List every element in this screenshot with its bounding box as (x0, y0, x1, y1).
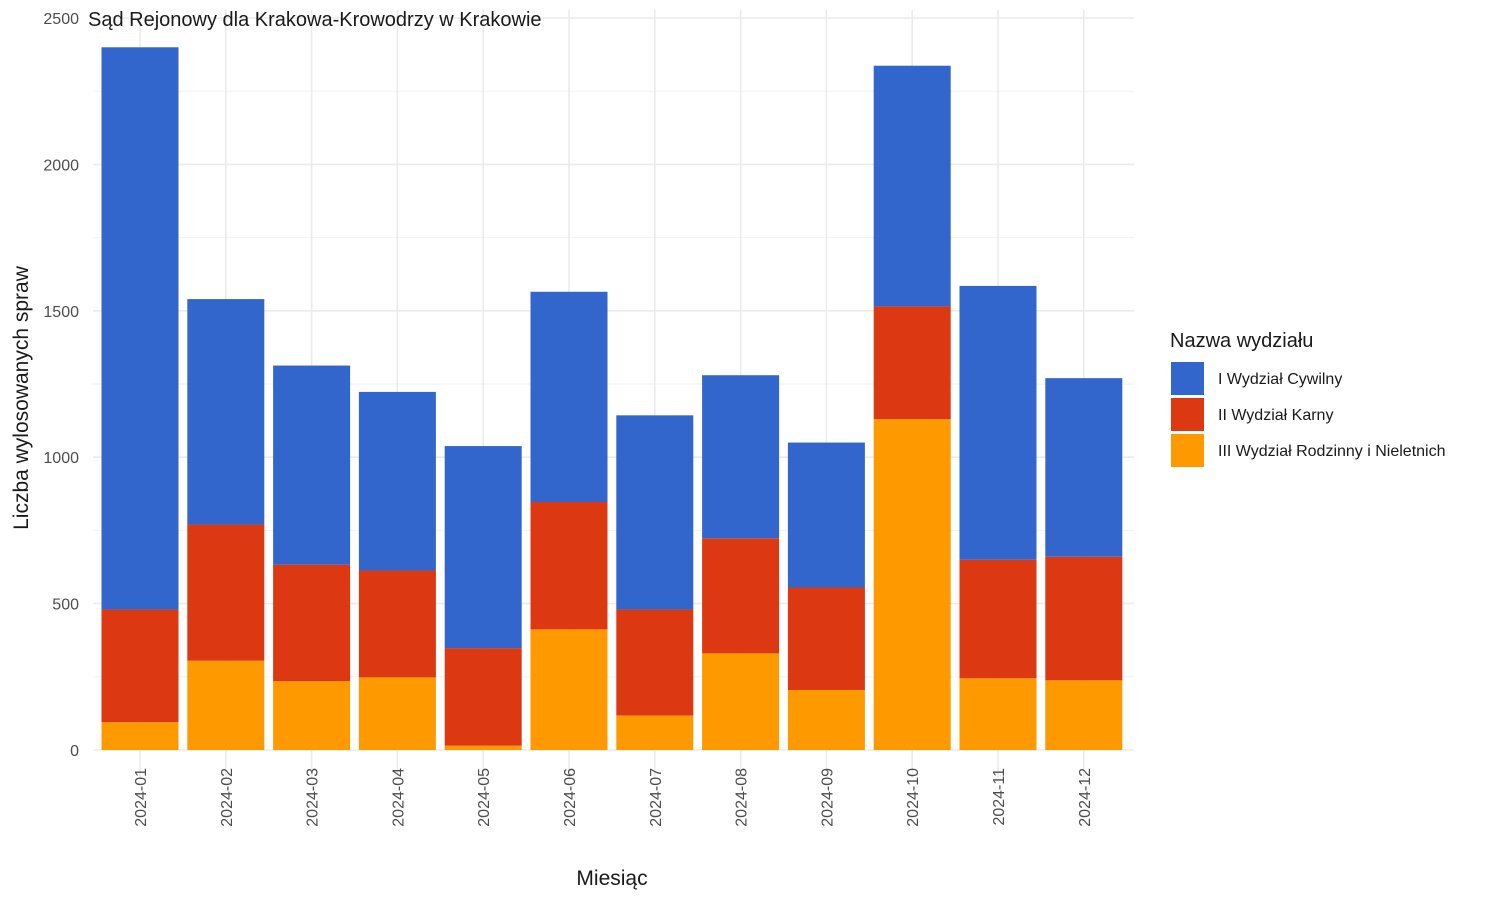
x-tick-label: 2024-09 (819, 768, 836, 827)
bar-segment (1045, 556, 1123, 681)
legend-label: II Wydział Karny (1218, 407, 1333, 424)
y-tick-label: 1500 (43, 304, 79, 321)
bar-segment (101, 722, 179, 750)
bar-segment (959, 285, 1037, 560)
bar-segment (187, 299, 265, 525)
bar-segment (530, 501, 608, 630)
y-tick-label: 0 (70, 743, 79, 760)
bar-segment (530, 291, 608, 502)
bar-segment (187, 660, 265, 750)
bar-segment (358, 391, 436, 571)
x-tick-label: 2024-10 (905, 768, 922, 827)
bar-segment (358, 570, 436, 678)
bar-segment (358, 677, 436, 750)
bar-segment (702, 538, 780, 654)
y-axis-title: Liczba wylosowanych spraw (10, 265, 33, 530)
x-tick-label: 2024-07 (648, 768, 665, 827)
bar-segment (702, 653, 780, 750)
bar-segment (873, 65, 951, 307)
bar-segment (444, 745, 522, 750)
bar-segment (702, 375, 780, 539)
bar-segment (1045, 378, 1123, 557)
x-tick-label: 2024-05 (476, 768, 493, 827)
bar-segment (1045, 680, 1123, 750)
x-tick-label: 2024-04 (390, 768, 407, 827)
y-tick-label: 1000 (43, 450, 79, 467)
bars (101, 47, 1123, 750)
bar-segment (959, 678, 1037, 750)
bar-segment (444, 648, 522, 746)
y-tick-label: 2500 (43, 11, 79, 28)
legend: Nazwa wydziału I Wydział Cywilny II Wydzi… (1170, 330, 1446, 467)
legend-swatch (1171, 362, 1204, 395)
x-tick-label: 2024-08 (734, 768, 751, 827)
x-tick-label: 2024-02 (219, 768, 236, 827)
bar-segment (873, 306, 951, 420)
bar-segment (616, 609, 694, 716)
legend-swatch (1171, 434, 1204, 467)
bar-segment (444, 446, 522, 649)
bar-segment (787, 587, 865, 690)
x-tick-label: 2024-12 (1077, 768, 1094, 827)
bar-segment (530, 629, 608, 750)
chart-title: Sąd Rejonowy dla Krakowa-Krowodrzy w Kra… (88, 9, 542, 31)
legend-label: I Wydział Cywilny (1218, 371, 1342, 388)
y-axis-ticks: 0 500 1000 1500 2000 2500 (43, 11, 79, 760)
bar-segment (273, 564, 351, 682)
x-axis-ticks: 2024-01 2024-02 2024-03 2024-04 2024-05 2024-… (133, 768, 1094, 827)
bar-segment (273, 365, 351, 565)
y-tick-label: 2000 (43, 157, 79, 174)
x-axis-title: Miesiąc (576, 867, 647, 890)
x-tick-label: 2024-01 (133, 768, 150, 827)
bar-segment (273, 681, 351, 750)
x-tick-label: 2024-03 (305, 768, 322, 827)
legend-title: Nazwa wydziału (1170, 330, 1313, 352)
x-tick-label: 2024-11 (991, 768, 1008, 826)
bar-segment (787, 689, 865, 750)
bar-segment (787, 442, 865, 588)
bar-segment (616, 415, 694, 610)
bar-segment (616, 715, 694, 750)
bar-segment (187, 524, 265, 661)
bar-segment (873, 419, 951, 750)
legend-swatch (1171, 398, 1204, 431)
bar-segment (101, 47, 179, 610)
bar-segment (101, 609, 179, 723)
bar-segment (959, 559, 1037, 679)
y-tick-label: 500 (52, 597, 79, 614)
legend-label: III Wydział Rodzinny i Nieletnich (1218, 443, 1446, 460)
x-tick-label: 2024-06 (562, 768, 579, 827)
